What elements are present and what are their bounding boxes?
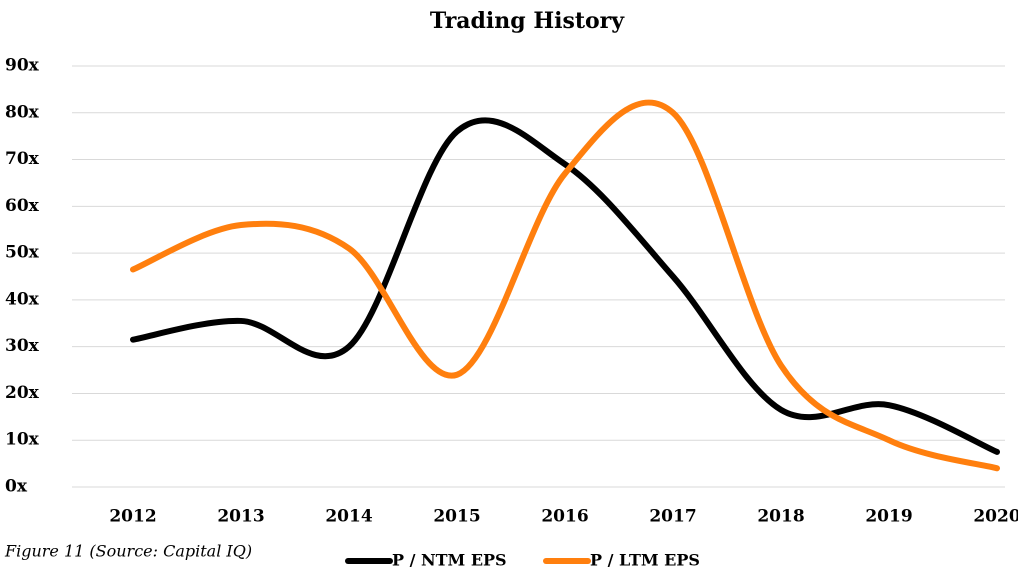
y-tick-label: 60x [5, 196, 40, 216]
caption: Figure 11 (Source: Capital IQ) [4, 542, 252, 561]
series-line [130, 99, 1000, 472]
x-tick-label: 2013 [217, 507, 264, 527]
y-tick-label: 40x [5, 289, 40, 309]
x-tick-label: 2016 [541, 507, 588, 527]
x-tick-label: 2015 [433, 507, 480, 527]
x-tick-label: 2014 [325, 507, 372, 527]
y-tick-label: 50x [5, 243, 40, 263]
legend-label: P / NTM EPS [392, 551, 507, 570]
y-tick-label: 80x [5, 102, 40, 122]
legend-label: P / LTM EPS [590, 551, 700, 570]
y-tick-label: 10x [5, 430, 40, 450]
y-tick-label: 70x [5, 149, 40, 169]
x-tick-label: 2017 [649, 507, 696, 527]
x-tick-label: 2020 [973, 507, 1018, 527]
y-tick-label: 90x [5, 56, 40, 76]
x-tick-label: 2012 [109, 507, 156, 527]
y-tick-label: 30x [5, 336, 40, 356]
x-tick-label: 2018 [757, 507, 804, 527]
x-tick-label: 2019 [865, 507, 912, 527]
series-line [130, 117, 1000, 455]
y-tick-label: 0x [5, 477, 28, 497]
chart-title: Trading History [430, 8, 625, 34]
y-tick-label: 20x [5, 383, 40, 403]
